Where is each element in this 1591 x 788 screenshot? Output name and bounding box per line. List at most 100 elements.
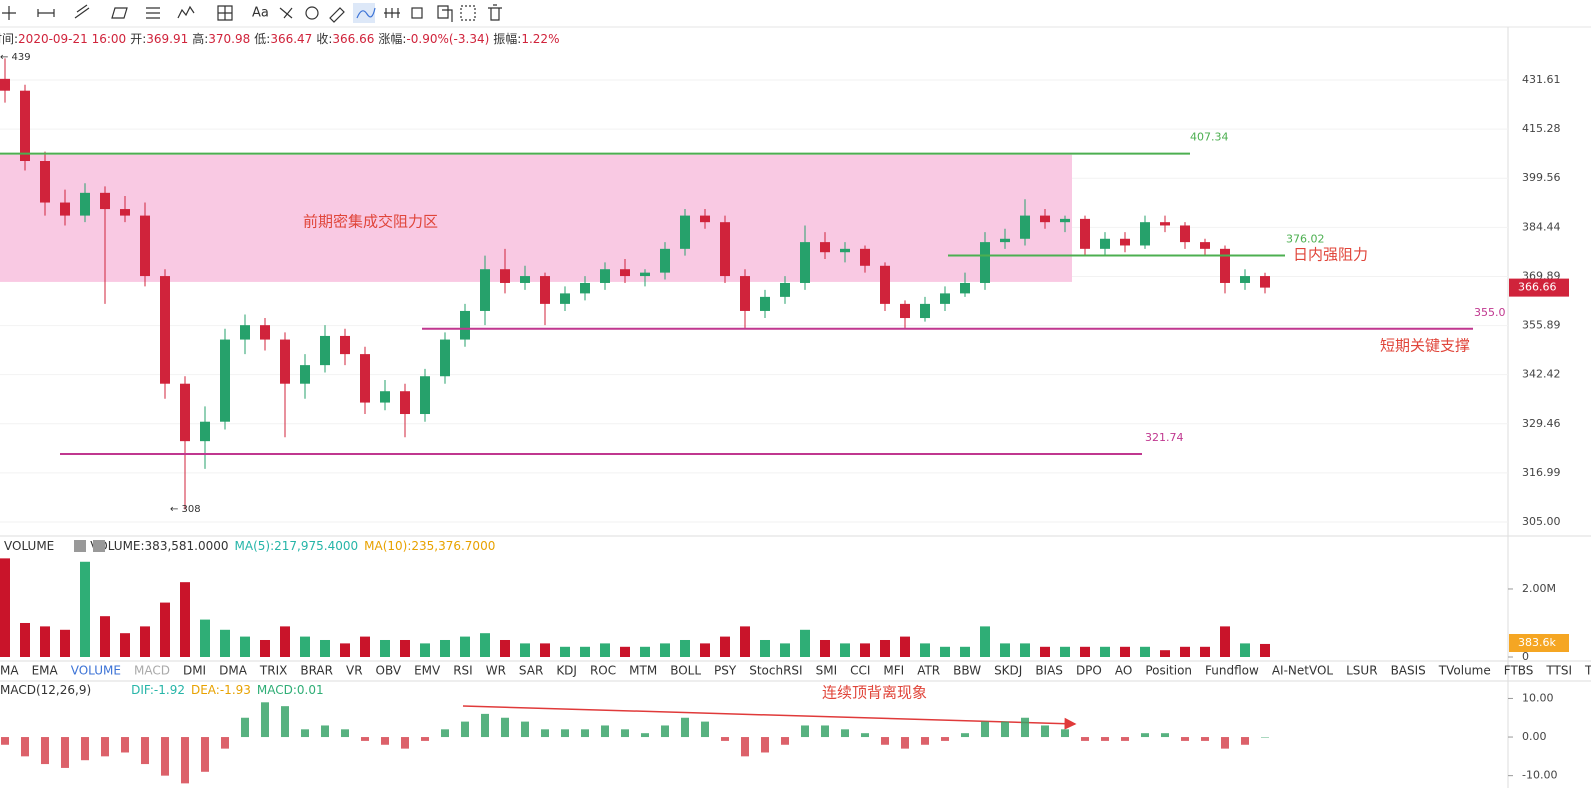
volume-value: VOLUME:383,581.0000 bbox=[90, 539, 228, 553]
volume-bar bbox=[880, 639, 890, 657]
indicator-tab[interactable]: SAR bbox=[519, 664, 543, 678]
indicator-tab[interactable]: FTBS bbox=[1504, 664, 1534, 678]
y-tick-label: 399.56 bbox=[1522, 171, 1561, 184]
macd-bar bbox=[361, 737, 369, 741]
measure-tool[interactable] bbox=[217, 5, 233, 21]
volume-bar bbox=[960, 646, 970, 657]
y-tick-label: 305.00 bbox=[1522, 515, 1561, 528]
volume-bar bbox=[1240, 643, 1250, 657]
pattern-tool[interactable] bbox=[177, 5, 195, 19]
indicator-tab[interactable]: ATR bbox=[917, 664, 940, 678]
macd-bar bbox=[161, 737, 169, 776]
candle-body bbox=[100, 192, 110, 210]
brush-tool[interactable] bbox=[279, 7, 293, 19]
visible-tool[interactable] bbox=[411, 7, 423, 19]
indicator-tab[interactable]: TRIX bbox=[259, 664, 287, 678]
indicator-tab[interactable]: LSUR bbox=[1346, 664, 1377, 678]
indicator-tab[interactable]: CCI bbox=[850, 664, 870, 678]
candle-body bbox=[660, 248, 670, 273]
y-tick-label: 316.99 bbox=[1522, 466, 1561, 479]
indicator-tab[interactable]: Position bbox=[1145, 664, 1192, 678]
indicator-tab[interactable]: PSY bbox=[714, 664, 737, 678]
indicator-tab[interactable]: AI-NetVOL bbox=[1272, 664, 1334, 678]
ruler-tool[interactable] bbox=[329, 7, 345, 23]
volume-bar bbox=[120, 633, 130, 657]
candle-body bbox=[1180, 225, 1190, 243]
indicator-tab[interactable]: SMI bbox=[816, 664, 838, 678]
macd-bar bbox=[521, 721, 529, 738]
indicator-tab[interactable]: MFI bbox=[883, 664, 904, 678]
volume-bar bbox=[1060, 646, 1070, 657]
line-tool[interactable] bbox=[37, 9, 55, 17]
candle-body bbox=[340, 335, 350, 355]
indicator-tab[interactable]: MACD bbox=[134, 664, 170, 678]
indicator-tab[interactable]: TVolume bbox=[1438, 664, 1491, 678]
candle-body bbox=[1000, 238, 1010, 243]
y-tick-label: 329.46 bbox=[1522, 417, 1561, 430]
indicator-tab[interactable]: BRAR bbox=[300, 664, 333, 678]
volume-bar bbox=[280, 626, 290, 657]
indicator-tab[interactable]: ROC bbox=[590, 664, 616, 678]
y-tick-label: 2.00M bbox=[1522, 582, 1556, 595]
indicator-tab[interactable]: BASIS bbox=[1391, 664, 1426, 678]
volume-bar bbox=[560, 646, 570, 657]
indicator-tab[interactable]: TTMU bbox=[1584, 664, 1591, 678]
shape-tool[interactable] bbox=[111, 7, 128, 19]
volume-bar bbox=[980, 626, 990, 657]
candle-body bbox=[520, 276, 530, 283]
indicator-tab[interactable]: StochRSI bbox=[749, 664, 802, 678]
select-tool[interactable] bbox=[460, 5, 476, 21]
indicator-tab[interactable]: DMI bbox=[183, 664, 206, 678]
icon-tool[interactable] bbox=[305, 6, 319, 20]
candle-body bbox=[880, 265, 890, 304]
indicator-tab[interactable]: KDJ bbox=[556, 664, 577, 678]
indicator-tab[interactable]: OBV bbox=[376, 664, 402, 678]
indicator-tab[interactable]: DPO bbox=[1076, 664, 1102, 678]
candle-body bbox=[980, 242, 990, 283]
indicator-tab[interactable]: VOLUME bbox=[71, 664, 121, 678]
indicator-tab[interactable]: EMA bbox=[32, 664, 59, 678]
volume-bar bbox=[1180, 646, 1190, 657]
indicator-tab[interactable]: RSI bbox=[453, 664, 473, 678]
indicator-tab[interactable]: SKDJ bbox=[994, 664, 1022, 678]
macd-bar bbox=[941, 737, 949, 741]
copy-tool[interactable] bbox=[437, 5, 453, 22]
close-btn[interactable] bbox=[93, 540, 105, 552]
candle-body bbox=[600, 269, 610, 283]
indicator-tab[interactable]: BOLL bbox=[670, 664, 701, 678]
lock-tool[interactable] bbox=[384, 8, 400, 18]
macd-bar bbox=[421, 737, 429, 741]
candle-body bbox=[480, 269, 490, 311]
curve-tool[interactable] bbox=[356, 7, 376, 19]
indicator-tab[interactable]: WR bbox=[486, 664, 506, 678]
crosshair-tool[interactable] bbox=[2, 6, 16, 20]
indicator-tab[interactable]: DMA bbox=[219, 664, 248, 678]
indicator-tab[interactable]: TTSI bbox=[1545, 664, 1572, 678]
indicator-tab[interactable]: MTM bbox=[629, 664, 657, 678]
level-label: 407.34 bbox=[1190, 131, 1229, 144]
volume-bar bbox=[40, 626, 50, 657]
last-price-box bbox=[1509, 278, 1569, 297]
macd-dif: DIF:-1.92 bbox=[131, 683, 185, 697]
indicator-tab[interactable]: BBW bbox=[953, 664, 981, 678]
delete-tool[interactable] bbox=[488, 4, 502, 21]
indicator-tab[interactable]: AO bbox=[1115, 664, 1132, 678]
volume-bar bbox=[300, 636, 310, 657]
settings-btn[interactable] bbox=[74, 540, 86, 552]
candle-body bbox=[500, 269, 510, 283]
fib-tool[interactable] bbox=[146, 7, 160, 19]
indicator-tab[interactable]: EMV bbox=[414, 664, 441, 678]
indicator-tab[interactable]: VR bbox=[346, 664, 363, 678]
text-tool[interactable]: Aa bbox=[252, 6, 269, 21]
trend-tool[interactable] bbox=[74, 4, 90, 19]
last-volume: 383.6k bbox=[1518, 636, 1556, 649]
volume-bar bbox=[1260, 643, 1270, 657]
indicator-tab[interactable]: Fundflow bbox=[1205, 664, 1259, 678]
indicator-tab[interactable]: BIAS bbox=[1035, 664, 1063, 678]
volume-bar bbox=[700, 643, 710, 657]
indicator-tab[interactable]: MA bbox=[0, 664, 19, 678]
y-tick-label: 384.44 bbox=[1522, 220, 1561, 233]
candle-body bbox=[360, 354, 370, 403]
volume-bar bbox=[220, 629, 230, 657]
macd-bar bbox=[21, 737, 29, 757]
